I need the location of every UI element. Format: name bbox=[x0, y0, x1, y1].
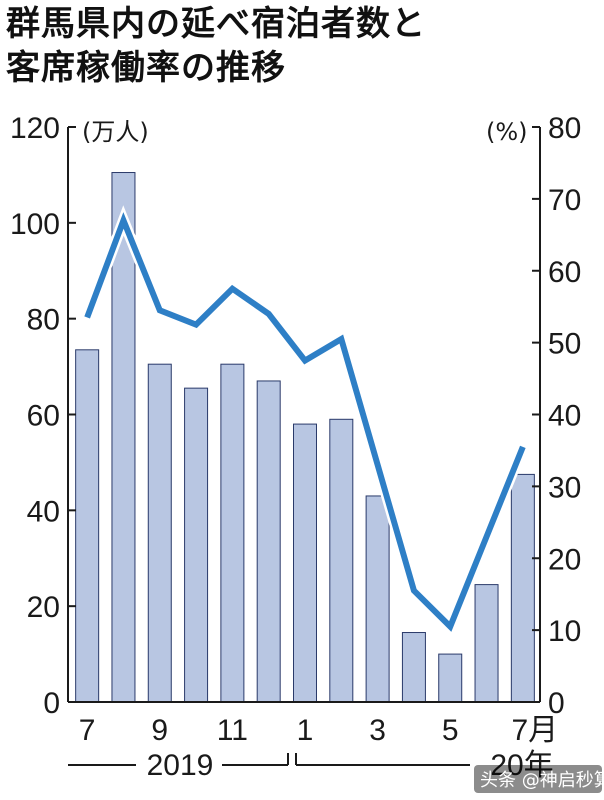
title-line-1: 群馬県内の延べ宿泊者数と bbox=[6, 4, 426, 44]
y-right-tick-label-7: 70 bbox=[548, 184, 581, 217]
year-label-2020: 20年 bbox=[490, 749, 553, 782]
y-right-tick-label-4: 40 bbox=[548, 400, 581, 433]
x-tick-label-4: 3 bbox=[369, 714, 386, 747]
occupancy-line bbox=[84, 212, 526, 632]
year-labels: 2019 20年 bbox=[68, 749, 554, 782]
bar-11 bbox=[474, 584, 499, 703]
bar-10 bbox=[438, 653, 463, 703]
y-right-tick-label-1: 10 bbox=[548, 615, 581, 648]
title-line-2: 客席稼働率の推移 bbox=[6, 48, 286, 88]
x-tick-label-0: 7 bbox=[79, 714, 96, 747]
year-label-2019: 2019 bbox=[147, 749, 214, 782]
x-tick-label-6: 7月 bbox=[512, 714, 559, 747]
bar-2 bbox=[147, 363, 172, 703]
y-right-tick-label-8: 80 bbox=[548, 112, 581, 145]
x-tick-label-3: 1 bbox=[297, 714, 314, 747]
y-left-unit-label: (万人) bbox=[82, 118, 149, 146]
y-right-unit-label: (%) bbox=[486, 118, 528, 146]
y-right-tick-label-6: 60 bbox=[548, 256, 581, 289]
bar-series bbox=[75, 172, 535, 703]
bar-7 bbox=[329, 418, 354, 703]
y-left-tick-label-5: 100 bbox=[10, 208, 60, 241]
y-left-tick-label-4: 80 bbox=[27, 304, 60, 337]
y-left-tick-label-3: 60 bbox=[27, 400, 60, 433]
bar-6 bbox=[293, 423, 317, 703]
y-right-tick-label-2: 20 bbox=[548, 543, 581, 576]
bar-9 bbox=[401, 632, 426, 703]
y-right-tick-label-5: 50 bbox=[548, 328, 581, 361]
watermark-text: 头条 @神启秒算 bbox=[480, 770, 604, 791]
x-tick-label-5: 5 bbox=[442, 714, 459, 747]
watermark-background bbox=[474, 765, 602, 793]
axes bbox=[67, 126, 541, 703]
bar-8 bbox=[365, 495, 390, 703]
y-left-tick-label-6: 120 bbox=[10, 112, 60, 145]
y-right-tick-label-0: 0 bbox=[548, 687, 565, 720]
chart-title: 群馬県内の延べ宿泊者数と 客席稼働率の推移 bbox=[6, 2, 602, 90]
bar-4 bbox=[220, 363, 245, 703]
bar-0 bbox=[75, 349, 100, 703]
bar-3 bbox=[184, 387, 209, 703]
y-left-tick-label-1: 20 bbox=[27, 591, 60, 624]
bar-12 bbox=[510, 473, 535, 703]
x-tick-label-1: 9 bbox=[151, 714, 168, 747]
y-left-tick-label-0: 0 bbox=[43, 687, 60, 720]
x-tick-label-2: 11 bbox=[217, 714, 248, 747]
bar-5 bbox=[256, 380, 281, 703]
occupancy-line-series bbox=[82, 205, 528, 637]
y-left-tick-label-2: 40 bbox=[27, 495, 60, 528]
y-right-tick-label-3: 30 bbox=[548, 471, 581, 504]
